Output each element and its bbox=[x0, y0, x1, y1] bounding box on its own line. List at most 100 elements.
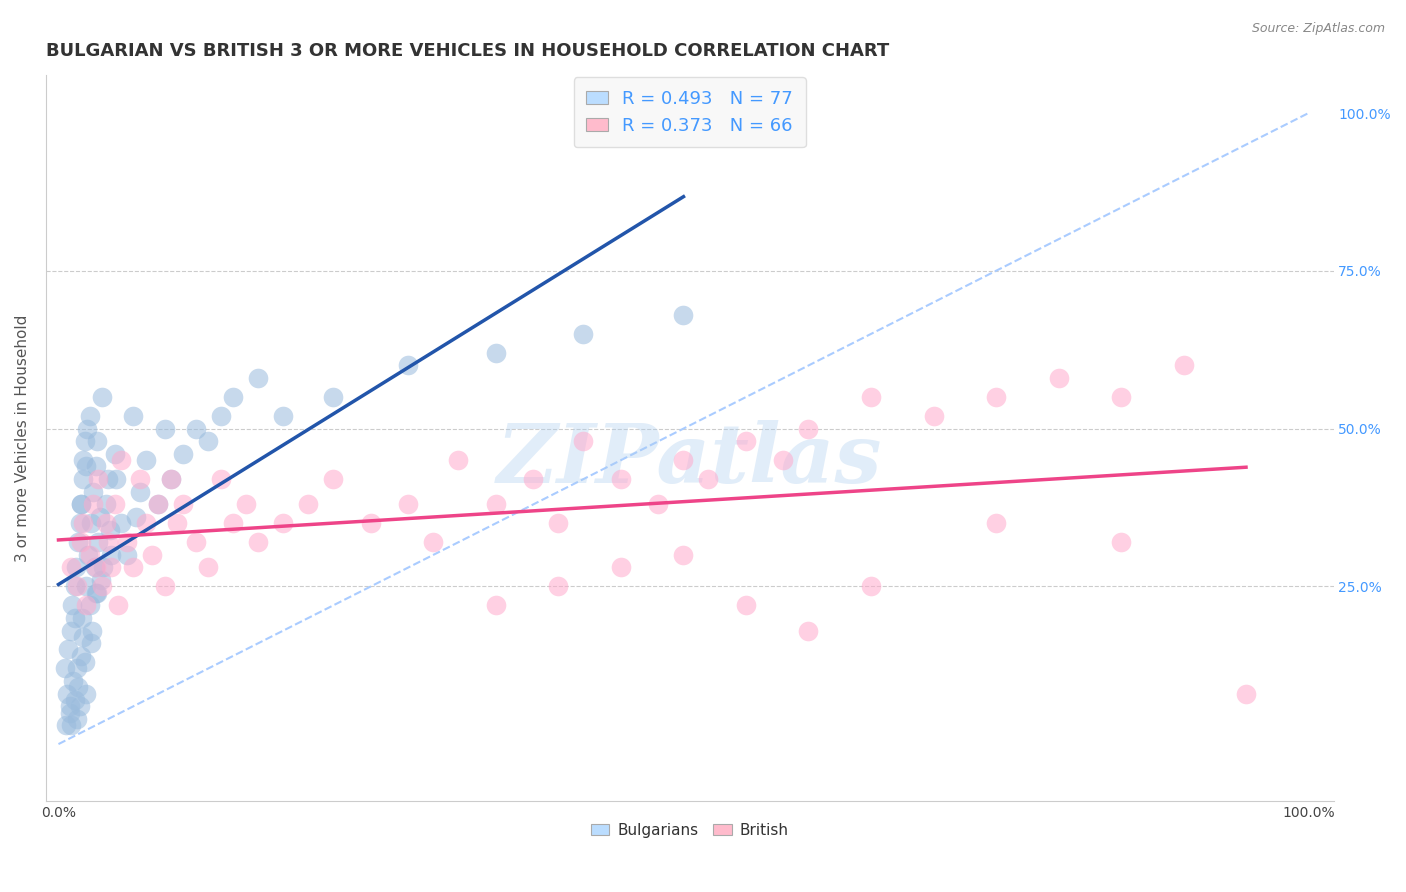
Point bbox=[422, 535, 444, 549]
Point bbox=[79, 599, 101, 613]
Point bbox=[87, 535, 110, 549]
Text: BULGARIAN VS BRITISH 3 OR MORE VEHICLES IN HOUSEHOLD CORRELATION CHART: BULGARIAN VS BRITISH 3 OR MORE VEHICLES … bbox=[46, 42, 889, 60]
Point bbox=[672, 453, 695, 467]
Point bbox=[184, 535, 207, 549]
Point bbox=[547, 516, 569, 531]
Point bbox=[73, 655, 96, 669]
Point bbox=[97, 472, 120, 486]
Point bbox=[66, 661, 89, 675]
Point bbox=[69, 516, 91, 531]
Point bbox=[79, 409, 101, 423]
Point bbox=[148, 497, 170, 511]
Point bbox=[59, 718, 82, 732]
Point bbox=[222, 516, 245, 531]
Point bbox=[107, 599, 129, 613]
Point bbox=[672, 308, 695, 322]
Point bbox=[82, 624, 104, 638]
Point bbox=[67, 535, 90, 549]
Point bbox=[572, 434, 595, 449]
Point bbox=[59, 706, 82, 720]
Point bbox=[135, 516, 157, 531]
Point bbox=[122, 560, 145, 574]
Point bbox=[984, 516, 1007, 531]
Point bbox=[110, 453, 132, 467]
Point bbox=[84, 459, 107, 474]
Point bbox=[115, 548, 138, 562]
Point bbox=[66, 712, 89, 726]
Point bbox=[797, 421, 820, 435]
Point bbox=[297, 497, 319, 511]
Point bbox=[1047, 371, 1070, 385]
Point bbox=[104, 447, 127, 461]
Point bbox=[82, 484, 104, 499]
Point bbox=[59, 560, 82, 574]
Point bbox=[859, 390, 882, 404]
Point bbox=[209, 472, 232, 486]
Point bbox=[100, 560, 122, 574]
Point bbox=[1173, 359, 1195, 373]
Point bbox=[100, 548, 122, 562]
Point bbox=[160, 472, 183, 486]
Point bbox=[273, 409, 295, 423]
Point bbox=[922, 409, 945, 423]
Point bbox=[647, 497, 669, 511]
Point bbox=[485, 599, 508, 613]
Point bbox=[322, 472, 344, 486]
Point bbox=[1109, 390, 1132, 404]
Point bbox=[125, 510, 148, 524]
Point bbox=[122, 409, 145, 423]
Point bbox=[572, 326, 595, 341]
Point bbox=[72, 516, 94, 531]
Point bbox=[197, 560, 219, 574]
Point bbox=[522, 472, 544, 486]
Point bbox=[94, 516, 117, 531]
Point bbox=[153, 579, 176, 593]
Point bbox=[67, 681, 90, 695]
Point bbox=[93, 560, 115, 574]
Point bbox=[70, 497, 93, 511]
Point bbox=[104, 497, 127, 511]
Y-axis label: 3 or more Vehicles in Household: 3 or more Vehicles in Household bbox=[15, 314, 30, 562]
Point bbox=[91, 579, 114, 593]
Point bbox=[247, 535, 270, 549]
Point bbox=[398, 497, 420, 511]
Point bbox=[84, 585, 107, 599]
Point bbox=[59, 699, 82, 714]
Point bbox=[75, 459, 97, 474]
Point bbox=[70, 497, 93, 511]
Point bbox=[60, 599, 83, 613]
Point bbox=[735, 599, 758, 613]
Point bbox=[160, 472, 183, 486]
Point bbox=[797, 624, 820, 638]
Point bbox=[447, 453, 470, 467]
Point bbox=[80, 636, 103, 650]
Point bbox=[62, 673, 84, 688]
Point bbox=[166, 516, 188, 531]
Point bbox=[1234, 687, 1257, 701]
Point bbox=[76, 421, 98, 435]
Point bbox=[672, 548, 695, 562]
Point bbox=[547, 579, 569, 593]
Point bbox=[75, 579, 97, 593]
Point bbox=[53, 661, 76, 675]
Point bbox=[83, 560, 105, 574]
Point bbox=[79, 548, 101, 562]
Text: ZIPatlas: ZIPatlas bbox=[496, 420, 883, 500]
Point bbox=[70, 535, 93, 549]
Point bbox=[58, 642, 80, 657]
Point bbox=[75, 687, 97, 701]
Point bbox=[398, 359, 420, 373]
Point bbox=[55, 718, 77, 732]
Point bbox=[97, 535, 120, 549]
Point bbox=[56, 687, 79, 701]
Point bbox=[90, 573, 112, 587]
Point bbox=[73, 434, 96, 449]
Point bbox=[82, 497, 104, 511]
Point bbox=[89, 510, 111, 524]
Point bbox=[610, 472, 633, 486]
Point bbox=[77, 548, 100, 562]
Point bbox=[104, 472, 127, 486]
Point bbox=[610, 560, 633, 574]
Point bbox=[172, 447, 194, 461]
Point bbox=[80, 516, 103, 531]
